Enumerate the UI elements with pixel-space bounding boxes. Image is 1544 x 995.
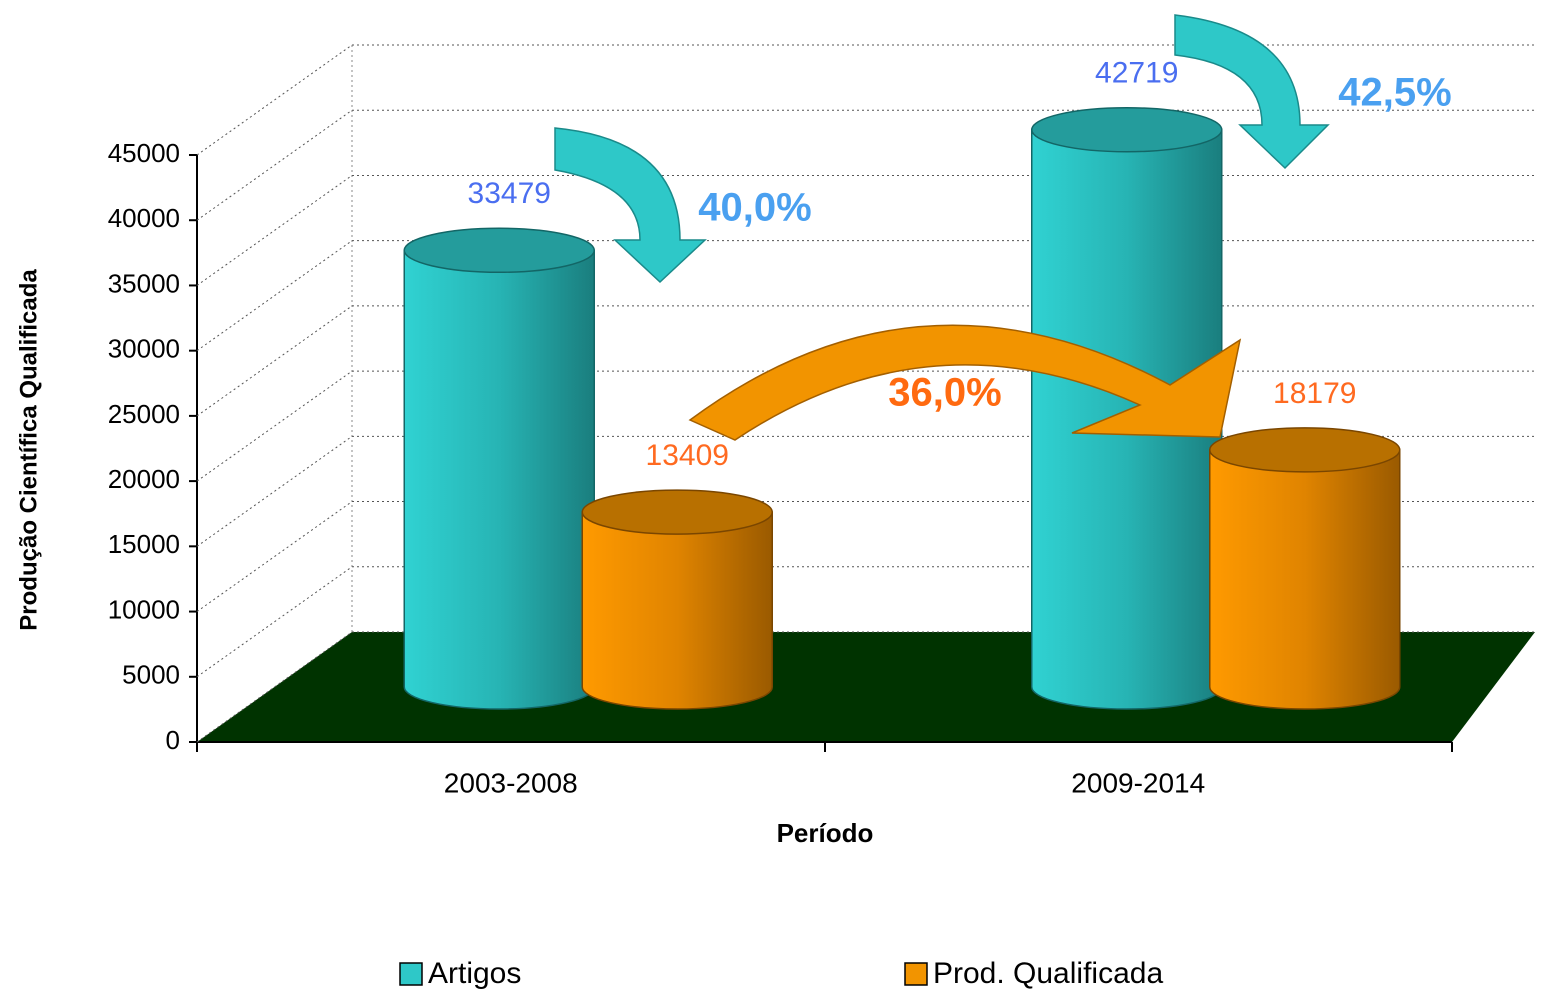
y-axis-label: Produção Científica Qualificada (15, 269, 42, 631)
legend-label: Artigos (428, 957, 521, 990)
legend-swatch (904, 962, 928, 986)
arrow (688, 324, 1242, 441)
bar (1209, 449, 1401, 710)
bar (581, 511, 773, 710)
arrow (1174, 14, 1330, 170)
grid-line (196, 631, 353, 743)
data-label: 33479 (468, 177, 551, 210)
y-tick-label: 35000 (108, 268, 180, 298)
y-tick-label: 20000 (108, 464, 180, 494)
y-tick-label: 0 (166, 725, 180, 755)
annotation: 36,0% (888, 371, 1001, 415)
grid-line (196, 370, 353, 482)
grid-line (196, 175, 353, 286)
x-axis-label: Período (777, 818, 874, 848)
grid-line (196, 109, 353, 221)
y-tick-label: 40000 (108, 203, 180, 233)
y-tick-label: 45000 (108, 138, 180, 168)
y-tick-label: 30000 (108, 334, 180, 364)
legend-swatch (399, 962, 423, 986)
bar (403, 249, 595, 710)
annotation: 42,5% (1338, 71, 1451, 115)
data-label: 42719 (1095, 57, 1178, 90)
y-tick-label: 15000 (108, 529, 180, 559)
arrow (554, 127, 707, 284)
grid-line (196, 501, 353, 612)
bar-top (1209, 427, 1401, 473)
plot: 0 5000 10000 15000 20000 25000 30000 35000 40000… (108, 44, 1535, 798)
x-tick-label: 2003-2008 (444, 767, 578, 798)
y-tick-label: 25000 (108, 399, 180, 429)
grid-line (196, 435, 353, 547)
y-tick-label: 5000 (122, 660, 180, 690)
bar-top (581, 489, 773, 535)
data-label: 13409 (646, 439, 729, 472)
bar-top (403, 227, 595, 274)
legend-label: Prod. Qualificada (933, 957, 1163, 990)
grid-line (196, 240, 353, 352)
grid-line (196, 305, 353, 417)
bar-top (1031, 107, 1223, 153)
x-tick-label: 2009-2014 (1071, 767, 1205, 798)
grid-line (196, 44, 353, 156)
grid-line (196, 566, 353, 678)
y-tick-label: 10000 (108, 594, 180, 624)
annotation: 40,0% (698, 186, 811, 230)
data-label: 18179 (1273, 377, 1356, 410)
